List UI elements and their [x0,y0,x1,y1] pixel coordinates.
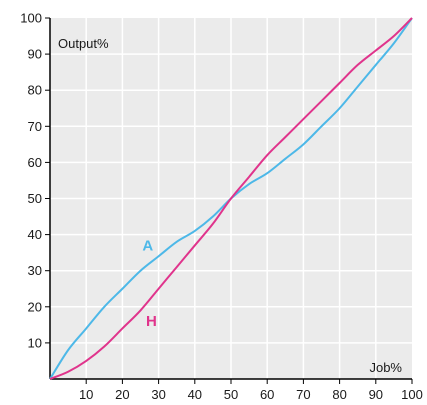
series-label-a: A [142,237,153,254]
series-label-h: H [146,313,157,330]
y-tick-label: 30 [28,263,42,278]
x-tick-label: 20 [115,387,129,402]
y-tick-label: 50 [28,191,42,206]
y-tick-label: 60 [28,155,42,170]
series-labels: AH [142,237,156,330]
y-tick-label: 20 [28,299,42,314]
x-tick-label: 60 [260,387,274,402]
x-tick-label: 50 [224,387,238,402]
y-tick-labels: 10 20 30 40 50 60 70 80 90 100 [20,11,50,350]
y-tick-label: 100 [20,11,42,26]
series-group [49,17,413,380]
x-tick-labels: 10 20 30 40 50 60 70 80 90 100 [79,379,423,402]
y-axis-title: Output% [58,36,109,51]
x-tick-label: 80 [332,387,346,402]
y-tick-label: 70 [28,119,42,134]
series-line-h [49,17,413,380]
x-tick-label: 10 [79,387,93,402]
x-tick-label: 100 [401,387,423,402]
x-tick-label: 90 [369,387,383,402]
y-tick-label: 80 [28,83,42,98]
y-tick-label: 40 [28,227,42,242]
y-tick-label: 90 [28,47,42,62]
x-tick-label: 30 [151,387,165,402]
x-tick-label: 40 [188,387,202,402]
y-tick-label: 10 [28,335,42,350]
x-axis-title: Job% [369,360,402,375]
x-tick-label: 70 [296,387,310,402]
